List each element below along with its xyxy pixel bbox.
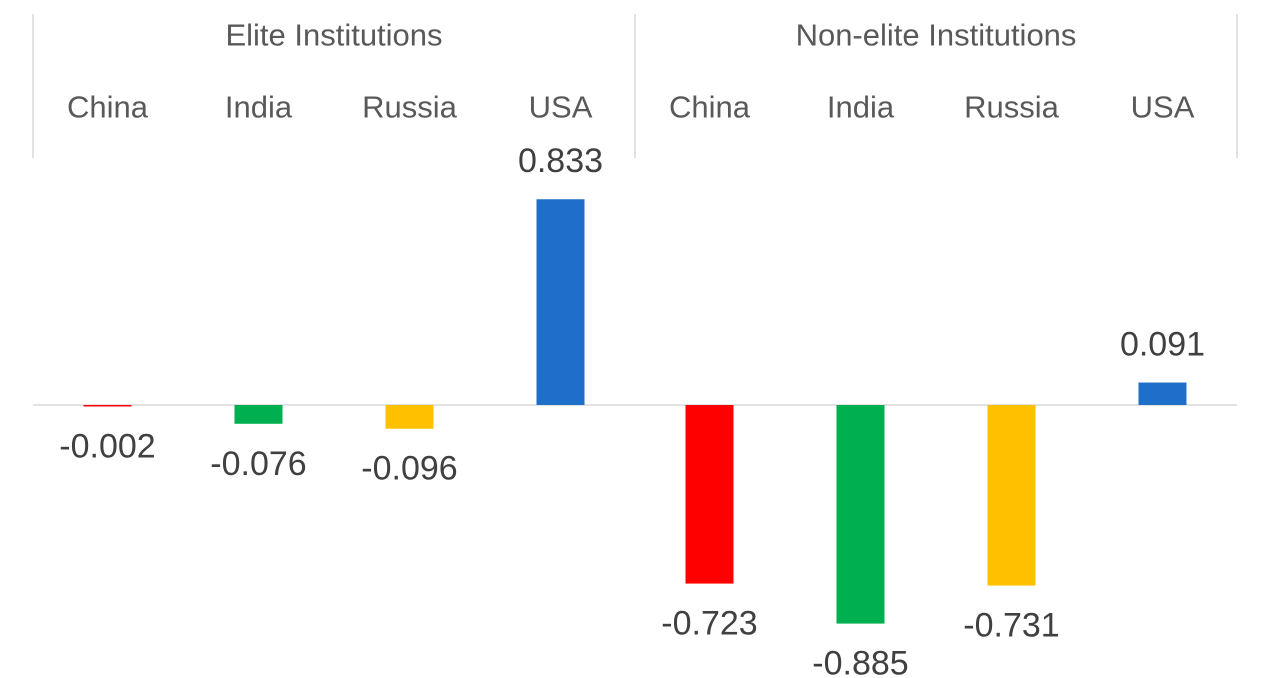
bars <box>83 199 1187 624</box>
category-label: Russia <box>362 90 458 125</box>
bar-india <box>234 405 283 424</box>
category-label: China <box>67 90 149 125</box>
category-label: USA <box>1131 90 1195 125</box>
category-label: India <box>827 90 895 125</box>
data-labels: -0.002 -0.076 -0.096 0.833 -0.723 -0.885 -0.73… <box>59 142 1205 678</box>
bar-usa <box>536 199 585 405</box>
data-label: 0.091 <box>1120 326 1205 364</box>
bar-usa <box>1138 382 1187 405</box>
category-label: India <box>225 90 293 125</box>
category-label: USA <box>529 90 593 125</box>
category-label: Russia <box>964 90 1060 125</box>
group-label: Elite Institutions <box>225 18 442 53</box>
data-label: 0.833 <box>518 142 603 180</box>
bar-india <box>836 405 885 624</box>
data-label: -0.731 <box>963 607 1059 645</box>
data-label: -0.096 <box>361 450 457 488</box>
bar-china <box>685 405 734 584</box>
category-label: China <box>669 90 751 125</box>
bar-russia <box>987 405 1036 586</box>
bar-russia <box>385 405 434 429</box>
axis-labels: Elite Institutions China India Russia USA Non… <box>67 18 1195 125</box>
data-label: -0.076 <box>210 445 306 483</box>
data-label: -0.002 <box>59 428 155 466</box>
chart-frame <box>32 14 1238 406</box>
bar-china <box>83 405 132 407</box>
data-label: -0.723 <box>661 605 757 643</box>
group-label: Non-elite Institutions <box>796 18 1077 53</box>
data-label: -0.885 <box>812 645 908 678</box>
